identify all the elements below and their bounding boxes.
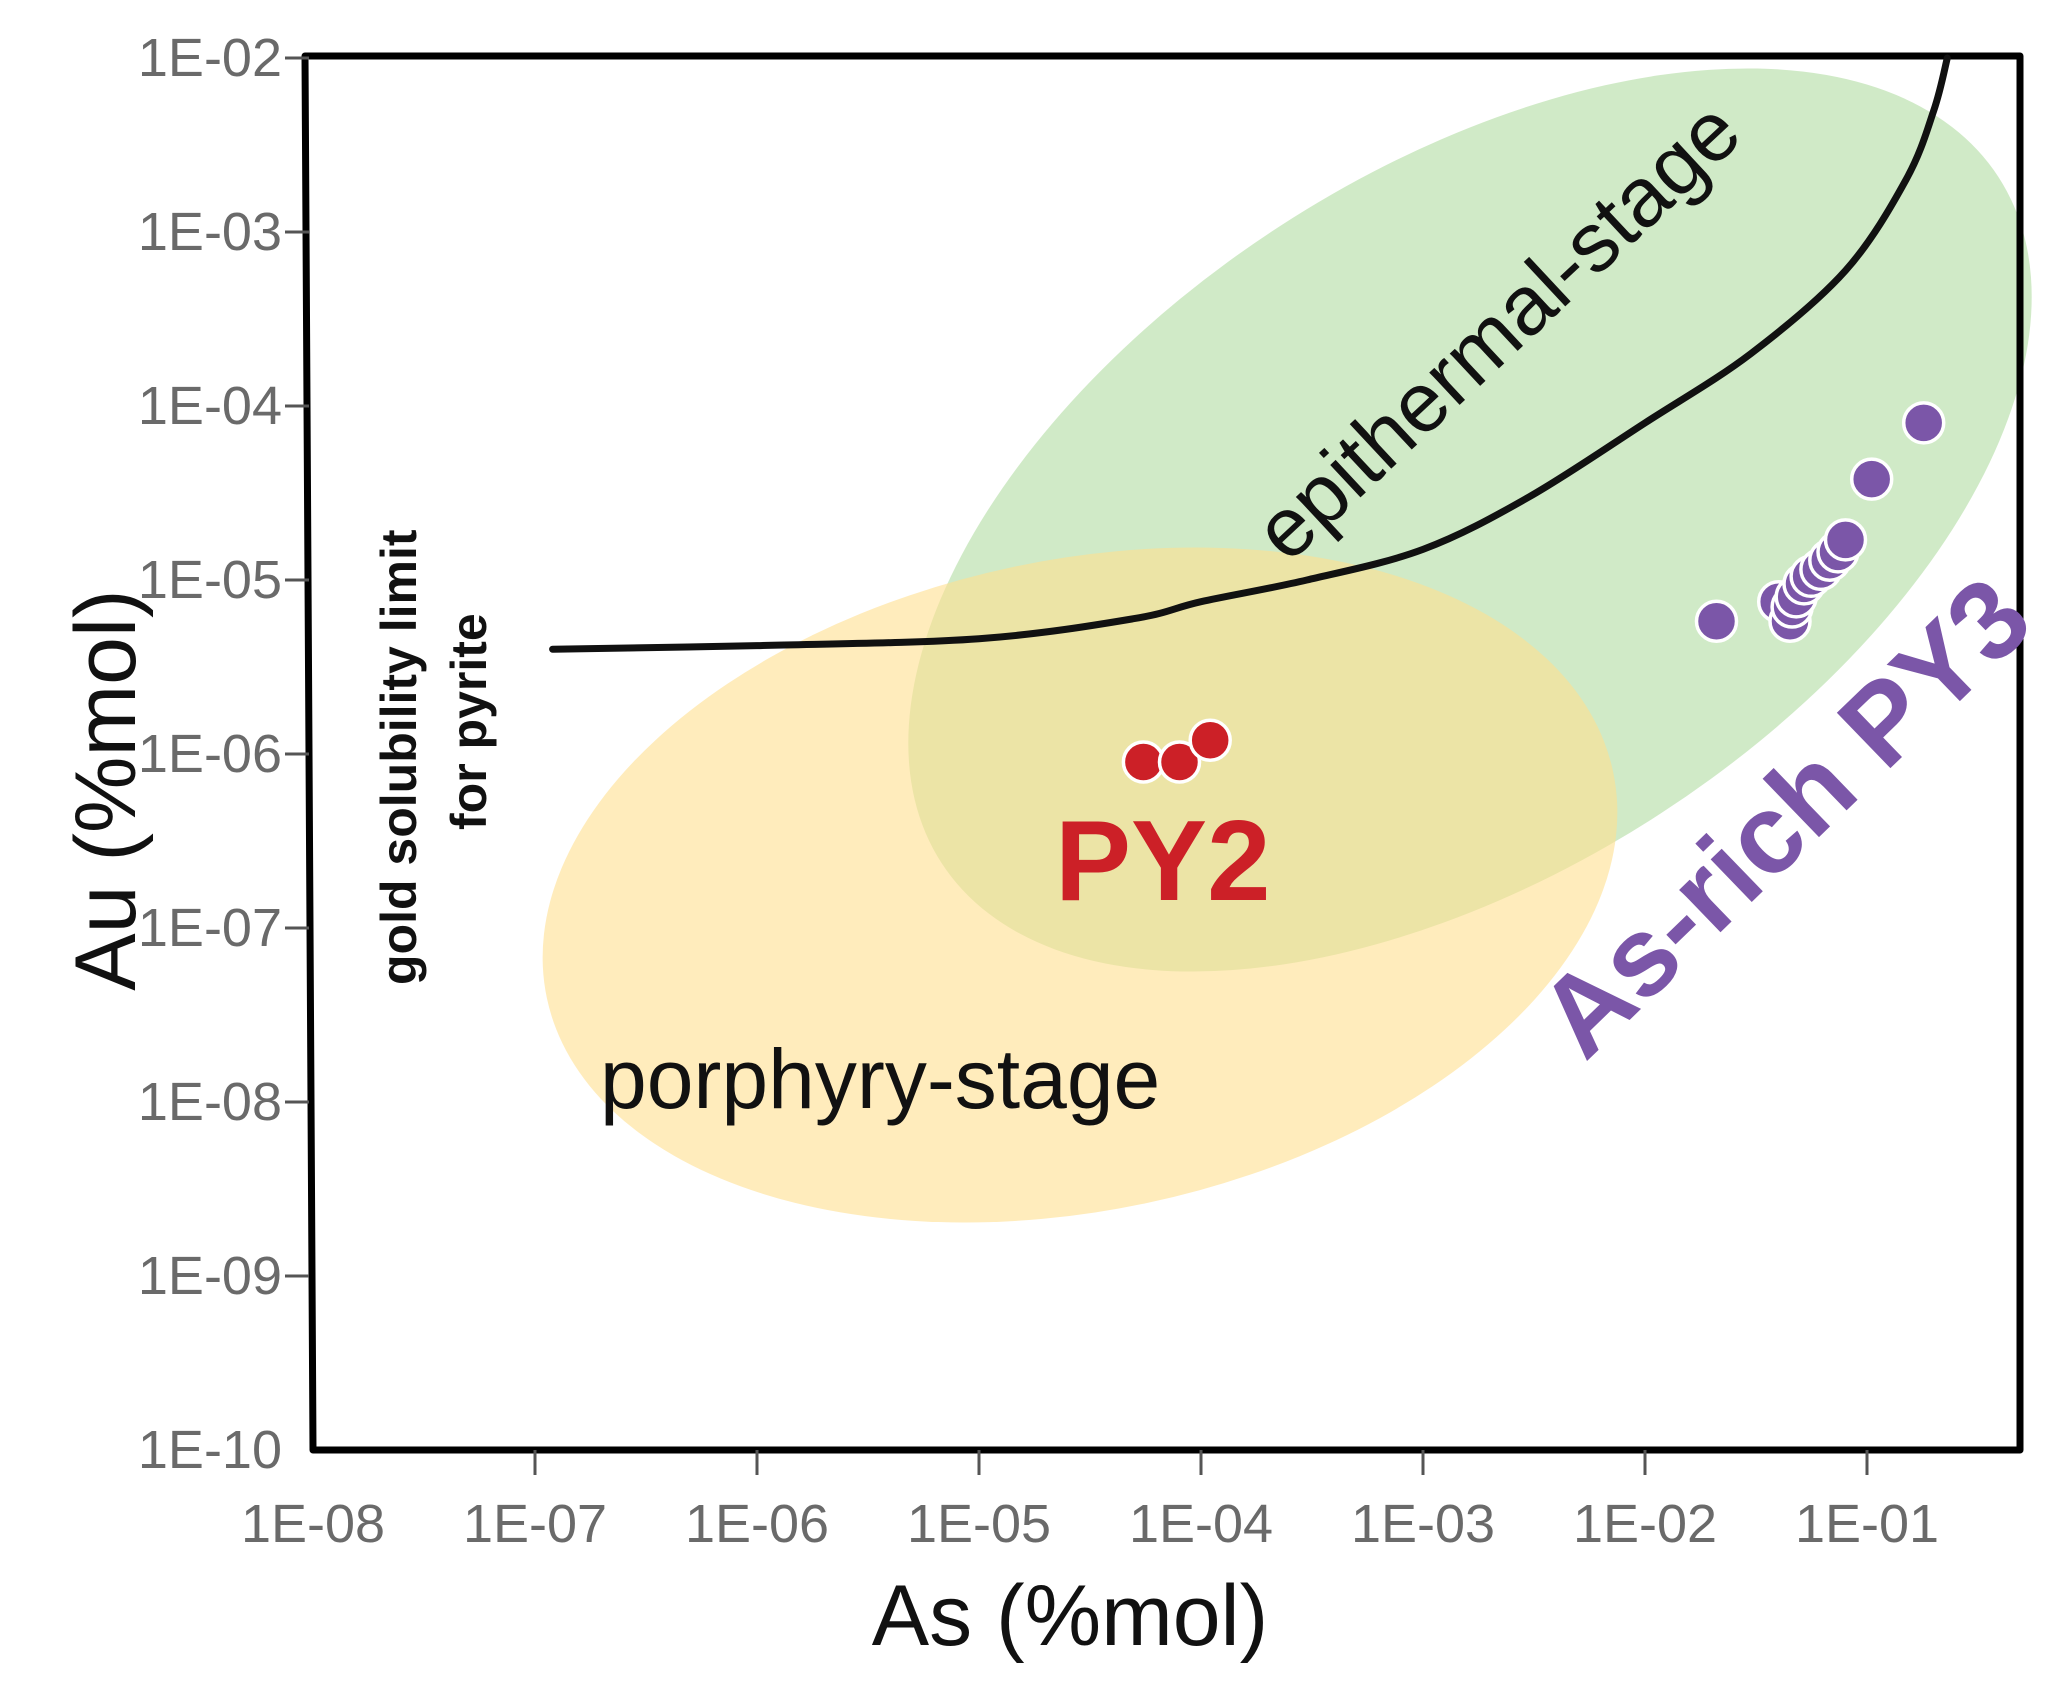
solubility-annotation-line1: gold solubility limit [371,529,427,985]
x-axis-label: As (%mol) [872,1568,1269,1664]
x-tick-label: 1E-02 [1573,1494,1717,1554]
y-axis: 1E-10 1E-09 1E-08 1E-07 1E-06 1E-05 1E-04 1E-03… [138,28,309,1480]
py2-point [1121,740,1166,784]
y-tick-label: 1E-06 [138,724,282,784]
py2-point [1188,718,1232,762]
y-tick-label: 1E-03 [138,202,282,262]
py3-point [1901,401,1946,445]
solubility-curve [549,54,1951,653]
y-tick-label: 1E-07 [138,898,282,958]
y-tick-label: 1E-09 [138,1246,282,1306]
x-tick-label: 1E-01 [1795,1494,1939,1554]
x-tick-label: 1E-06 [685,1494,829,1554]
points-layer [1121,401,1946,784]
porphyry-stage-label: porphyry-stage [600,1032,1160,1126]
x-tick-label: 1E-05 [907,1494,1051,1554]
solubility-annotation-line2: for pyrite [441,613,497,830]
x-tick-label: 1E-04 [1129,1494,1273,1554]
y-tick-label: 1E-02 [138,28,282,88]
y-axis-label: Au (%mol) [58,589,154,990]
y-tick-label: 1E-08 [138,1072,282,1132]
py3-point [1823,518,1868,562]
y-tick-label: 1E-05 [138,550,282,610]
py3-point [1849,457,1894,501]
porphyry-region [542,547,1618,1223]
y-tick-label: 1E-10 [138,1420,282,1480]
py3-point [1694,599,1739,643]
x-tick-label: 1E-03 [1351,1494,1495,1554]
x-tick-label: 1E-08 [241,1494,385,1554]
y-tick-label: 1E-04 [138,376,282,436]
x-axis: 1E-08 1E-07 1E-06 1E-05 1E-04 1E-03 1E-02 1E-01 [241,1450,1939,1554]
py2-point [1157,740,1202,784]
py2-label: PY2 [1055,798,1270,925]
x-tick-label: 1E-07 [463,1494,607,1554]
